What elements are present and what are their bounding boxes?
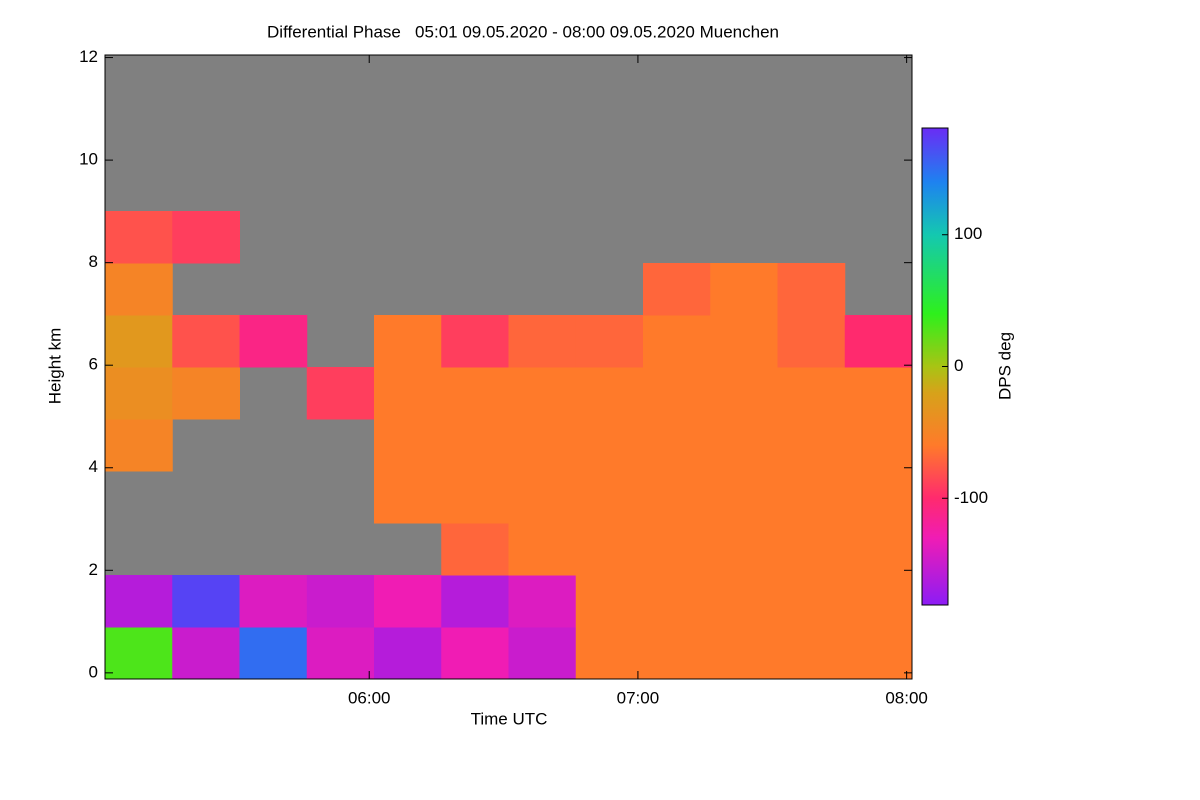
heatmap-cell xyxy=(374,367,442,420)
heatmap-cell xyxy=(777,367,846,420)
heatmap-cell xyxy=(508,367,577,420)
y-axis-label: Height km xyxy=(45,328,64,405)
y-tick-label: 6 xyxy=(89,355,98,374)
heatmap-cell xyxy=(777,627,846,680)
heatmap-cell xyxy=(575,627,644,680)
heatmap-cell xyxy=(105,627,173,680)
colorbar-tick-label: -100 xyxy=(954,488,988,507)
heatmap-cell xyxy=(105,211,173,264)
plot-frame xyxy=(104,54,913,680)
heatmap-cell xyxy=(844,627,913,680)
heatmap-cell xyxy=(508,523,577,576)
heatmap-cell xyxy=(710,263,778,316)
heatmap-cell xyxy=(105,263,173,316)
heatmap-cell xyxy=(710,315,778,368)
heatmap-cell xyxy=(710,471,778,524)
heatmap-cell xyxy=(105,419,173,472)
heatmap-cell xyxy=(710,419,778,472)
heatmap-cell xyxy=(105,367,173,420)
y-tick-label: 10 xyxy=(79,150,98,169)
heatmap-cell xyxy=(844,367,913,420)
x-tick-label: 07:00 xyxy=(617,688,660,707)
heatmap-cell xyxy=(643,419,711,472)
heatmap-cell xyxy=(105,575,173,628)
heatmap-cell xyxy=(643,471,711,524)
heatmap-cell xyxy=(508,315,577,368)
heatmap-cell xyxy=(306,575,375,628)
heatmap-cell xyxy=(643,367,711,420)
heatmap-cell xyxy=(172,367,240,420)
heatmap-cell xyxy=(374,471,442,524)
heatmap-cell xyxy=(239,627,308,680)
heatmap-cell xyxy=(643,263,711,316)
heatmap-cell xyxy=(105,315,173,368)
colorbar-tick-label: 0 xyxy=(954,356,963,375)
heatmap-cell xyxy=(441,419,509,472)
colorbar-tick-label: 100 xyxy=(954,224,982,243)
heatmap-cell xyxy=(508,627,577,680)
colorbar-label: DPS deg xyxy=(995,332,1014,400)
heatmap-cell xyxy=(777,471,846,524)
heatmap-cell xyxy=(777,263,846,316)
heatmap-cell xyxy=(844,575,913,628)
heatmap-cell xyxy=(643,315,711,368)
heatmap-cell xyxy=(441,367,509,420)
heatmap-cell xyxy=(374,315,442,368)
heatmap-cell xyxy=(239,575,308,628)
heatmap-cell xyxy=(575,315,644,368)
heatmap-cell xyxy=(710,627,778,680)
heatmap-cell xyxy=(575,419,644,472)
heatmap-cell xyxy=(508,419,577,472)
heatmap-cell xyxy=(777,315,846,368)
heatmap-cell xyxy=(306,627,375,680)
x-tick-label: 06:00 xyxy=(348,688,391,707)
heatmap-cell xyxy=(374,627,442,680)
heatmap-cell xyxy=(710,367,778,420)
x-axis-label: Time UTC xyxy=(471,709,548,728)
heatmap-cell xyxy=(710,575,778,628)
heatmap-cell xyxy=(643,523,711,576)
x-tick-label: 08:00 xyxy=(885,688,928,707)
heatmap-cell xyxy=(441,471,509,524)
heatmap-cell xyxy=(508,471,577,524)
heatmap-cell xyxy=(777,523,846,576)
heatmap-cell xyxy=(844,419,913,472)
heatmap-cell xyxy=(374,575,442,628)
heatmap-cell xyxy=(441,627,509,680)
heatmap-cell xyxy=(306,367,375,420)
y-tick-label: 8 xyxy=(89,252,98,271)
heatmap-cell xyxy=(844,471,913,524)
heatmap-cell xyxy=(441,315,509,368)
y-tick-label: 0 xyxy=(89,662,98,681)
heatmap-cell xyxy=(575,523,644,576)
chart-title: Differential Phase 05:01 09.05.2020 - 08… xyxy=(267,22,779,41)
y-tick-label: 2 xyxy=(89,560,98,579)
y-tick-label: 4 xyxy=(89,457,98,476)
heatmap-cell xyxy=(643,575,711,628)
heatmap-cell xyxy=(643,627,711,680)
heatmap-cell xyxy=(575,471,644,524)
heatmap-cell xyxy=(172,211,240,264)
heatmap-cell xyxy=(374,419,442,472)
heatmap-cell xyxy=(844,523,913,576)
heatmap-cell xyxy=(172,627,240,680)
heatmap-cell xyxy=(777,575,846,628)
heatmap-cell xyxy=(575,367,644,420)
heatmap-cell xyxy=(508,575,577,628)
heatmap-cell xyxy=(777,419,846,472)
y-tick-label: 12 xyxy=(79,47,98,66)
heatmap-cell xyxy=(844,315,913,368)
heatmap-cell xyxy=(575,575,644,628)
heatmap-cell xyxy=(441,575,509,628)
heatmap-cell xyxy=(239,315,308,368)
heatmap-cell xyxy=(172,315,240,368)
heatmap-cell xyxy=(172,575,240,628)
heatmap-cell xyxy=(441,523,509,576)
heatmap-cell xyxy=(710,523,778,576)
